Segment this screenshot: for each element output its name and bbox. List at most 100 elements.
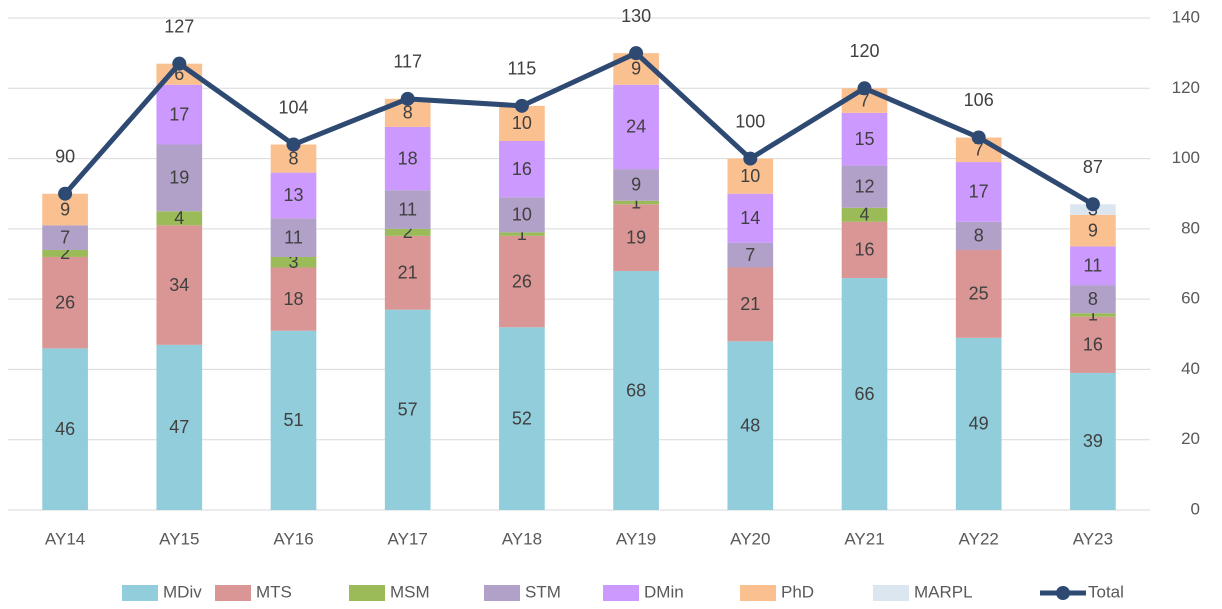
data-label: 8 (403, 103, 413, 123)
data-label: 7 (745, 245, 755, 265)
bar-segment (384, 190, 431, 229)
bar-segment (955, 249, 1002, 338)
data-label: 66 (854, 384, 874, 404)
data-label: 7 (60, 227, 70, 247)
data-label: 10 (512, 205, 532, 225)
y-tick-label: 60 (1181, 289, 1200, 308)
bar-segment (613, 204, 659, 272)
data-label: 1 (631, 192, 641, 212)
bar-segment (841, 112, 888, 166)
data-label: 4 (174, 208, 184, 228)
bar-segment (1070, 214, 1116, 247)
data-label: 2 (60, 243, 70, 263)
data-label: 7 (859, 90, 869, 110)
data-label: 14 (740, 208, 760, 228)
data-label: 1 (517, 224, 527, 244)
data-label: 16 (512, 159, 532, 179)
bar-segment (1070, 372, 1116, 510)
data-label: 19 (626, 227, 646, 247)
y-tick-label: 80 (1181, 218, 1200, 237)
x-tick-label: AY14 (45, 529, 85, 548)
data-label: 46 (55, 419, 75, 439)
legend-swatch (215, 585, 251, 601)
y-tick-label: 140 (1172, 7, 1200, 26)
data-label: 11 (1084, 256, 1103, 276)
y-tick-label: 40 (1181, 359, 1200, 378)
bar-segment (270, 330, 317, 510)
bar-segment (42, 348, 88, 510)
data-label: 16 (854, 240, 874, 260)
total-marker (629, 46, 644, 61)
bar-segment (727, 267, 774, 342)
x-tick-label: AY23 (1073, 529, 1113, 548)
bar-segment (613, 169, 659, 201)
legend-swatch (122, 585, 158, 601)
bar-segment (384, 235, 431, 310)
legend-swatch (484, 585, 520, 601)
y-tick-label: 100 (1172, 148, 1200, 167)
bar-segment (499, 232, 545, 236)
total-marker (58, 186, 73, 201)
bar-segment (613, 271, 659, 510)
total-label: 100 (735, 111, 765, 131)
total-marker (286, 137, 301, 152)
bar-segment (384, 309, 431, 510)
total-label: 104 (278, 97, 308, 117)
data-label: 21 (740, 294, 760, 314)
data-label: 16 (1083, 335, 1103, 355)
total-marker (971, 130, 986, 145)
data-label: 26 (55, 292, 75, 312)
data-label: 17 (969, 182, 989, 202)
legend-swatch (873, 585, 909, 601)
data-label: 34 (169, 275, 189, 295)
data-label: 18 (398, 148, 418, 168)
legend-marker (1056, 586, 1070, 600)
x-tick-label: AY20 (730, 529, 770, 548)
bar-segment (499, 235, 545, 328)
bar-segment (42, 256, 88, 349)
total-marker (743, 151, 758, 166)
total-label: 106 (964, 90, 994, 110)
bar-segment (499, 141, 545, 198)
bar-segment (42, 225, 88, 250)
legend-swatch (740, 585, 776, 601)
total-marker (400, 91, 415, 106)
bar-segment (613, 84, 659, 170)
data-label: 25 (969, 284, 989, 304)
data-label: 15 (854, 129, 874, 149)
x-tick-label: AY21 (844, 529, 884, 548)
data-label: 8 (974, 226, 984, 246)
y-tick-label: 120 (1172, 78, 1200, 97)
data-label: 1 (1088, 305, 1098, 325)
total-label: 117 (393, 52, 422, 72)
bar-segment (156, 144, 203, 212)
data-label: 2 (403, 222, 413, 242)
bar-segment (156, 211, 203, 226)
bar-segment (270, 218, 317, 257)
bar-segment (841, 165, 888, 208)
bar-segment (955, 337, 1002, 510)
bar-segment (613, 200, 659, 205)
data-label: 8 (1088, 289, 1098, 309)
bar-segment (156, 344, 203, 510)
data-label: 4 (859, 205, 869, 225)
total-label: 127 (164, 16, 194, 36)
total-marker (1085, 197, 1100, 212)
legend-label: PhD (781, 582, 814, 601)
legend-label: DMin (644, 582, 684, 601)
data-label: 39 (1083, 431, 1103, 451)
bar-segment (270, 267, 317, 331)
bar-segment (384, 126, 431, 191)
data-label: 18 (283, 289, 303, 309)
data-label: 6 (174, 64, 184, 84)
data-label: 68 (626, 380, 646, 400)
y-tick-label: 0 (1191, 499, 1200, 518)
legend-label: STM (525, 582, 561, 601)
total-label: 90 (55, 146, 75, 166)
total-label: 120 (849, 41, 879, 61)
bar-segment (1070, 313, 1116, 317)
data-label: 24 (626, 117, 646, 137)
bar-segment (727, 341, 774, 510)
total-label: 87 (1083, 157, 1103, 177)
total-marker (857, 81, 872, 96)
